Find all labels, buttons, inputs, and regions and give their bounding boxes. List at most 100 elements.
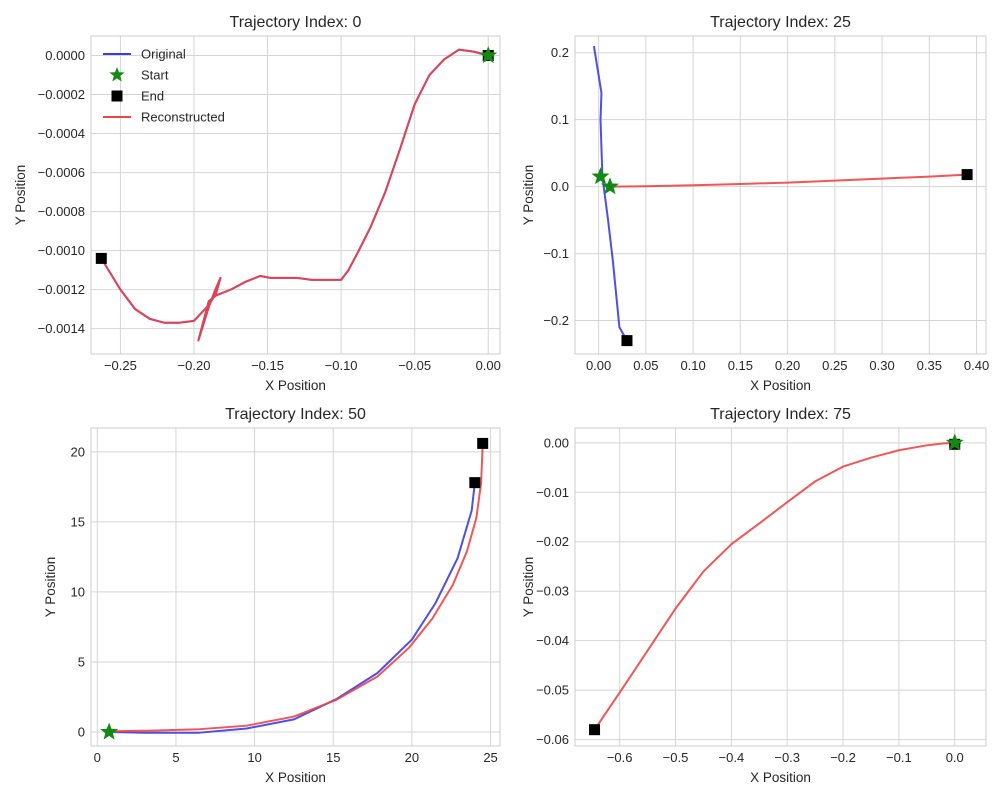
x-tick-label: 25 xyxy=(483,750,497,765)
markers xyxy=(591,167,973,347)
y-tick-label: 0.1 xyxy=(551,112,569,127)
start-marker xyxy=(479,46,498,64)
plot-area xyxy=(100,48,489,342)
x-tick-label: −0.1 xyxy=(886,750,912,765)
x-tick-label: −0.05 xyxy=(398,358,431,373)
x-axis-label: X Position xyxy=(265,378,326,393)
reconstructed-series-line xyxy=(593,441,961,731)
y-tick-label: −0.1 xyxy=(543,246,569,261)
plot-area xyxy=(593,439,961,731)
x-tick-label: −0.15 xyxy=(251,358,284,373)
legend-end-swatch xyxy=(111,90,123,102)
y-tick-label: 0.00 xyxy=(544,435,569,450)
x-tick-label: 15 xyxy=(326,750,340,765)
x-tick-label: 0.05 xyxy=(633,358,658,373)
legend-start-swatch xyxy=(109,67,125,82)
y-tick-label: −0.02 xyxy=(536,534,569,549)
x-tick-label: 0.35 xyxy=(917,358,942,373)
end-marker xyxy=(589,724,601,736)
y-tick-label: 20 xyxy=(71,444,85,459)
y-tick-label: −0.0002 xyxy=(38,87,85,102)
y-tick-label: 5 xyxy=(78,654,85,669)
x-tick-label: −0.4 xyxy=(719,750,745,765)
legend-end-label: End xyxy=(141,89,164,104)
x-tick-label: 0.30 xyxy=(869,358,894,373)
end-marker xyxy=(469,477,481,489)
plot-area xyxy=(592,45,968,342)
x-tick-label: −0.5 xyxy=(663,750,689,765)
axes-frame xyxy=(90,35,501,355)
y-tick-label: −0.0010 xyxy=(38,243,85,258)
y-axis-label: Y Position xyxy=(521,557,536,618)
x-tick-label: −0.6 xyxy=(607,750,633,765)
chart-title: Trajectory Index: 75 xyxy=(710,406,851,423)
axes-frame xyxy=(90,427,501,747)
y-axis-label: Y Position xyxy=(521,165,536,226)
markers xyxy=(100,437,489,740)
legend: Original Start End Reconstructed xyxy=(103,47,225,125)
start-marker xyxy=(100,722,119,740)
x-tick-label: −0.2 xyxy=(830,750,856,765)
x-tick-label: 0.40 xyxy=(964,358,989,373)
start-marker xyxy=(945,433,964,451)
y-tick-label: −0.05 xyxy=(536,683,569,698)
x-tick-label: 0.25 xyxy=(822,358,847,373)
x-tick-label: 20 xyxy=(405,750,419,765)
chart-title: Trajectory Index: 0 xyxy=(230,14,362,31)
end-marker xyxy=(95,252,107,264)
start-marker xyxy=(591,167,610,185)
chart-title: Trajectory Index: 25 xyxy=(710,14,851,31)
x-tick-label: −0.25 xyxy=(104,358,137,373)
x-tick-label: 0 xyxy=(94,750,101,765)
chart-title: Trajectory Index: 50 xyxy=(225,406,366,423)
reconstructed-series-line xyxy=(609,173,968,188)
y-tick-label: −0.0008 xyxy=(38,204,85,219)
x-tick-label: 5 xyxy=(172,750,179,765)
plot-area xyxy=(109,443,484,734)
y-tick-label: −0.0006 xyxy=(38,165,85,180)
y-tick-label: 0.0 xyxy=(551,179,569,194)
legend-start-label: Start xyxy=(141,68,169,83)
y-tick-label: 0.0000 xyxy=(45,48,85,63)
y-tick-label: −0.0004 xyxy=(38,126,85,141)
subplot-1: 0.00 0.05 0.10 0.15 0.20 0.25 0.30 0.35 0.40 0.2 0… xyxy=(521,14,989,393)
y-axis-label: Y Position xyxy=(13,165,28,226)
y-tick-label: −0.2 xyxy=(543,313,569,328)
y-tick-label: 0 xyxy=(78,724,85,739)
end-marker xyxy=(961,169,973,181)
x-tick-label: 0.00 xyxy=(586,358,611,373)
original-series-line xyxy=(109,482,476,734)
reconstructed-series-line xyxy=(100,48,489,342)
subplot-2: 0 5 10 15 20 25 0 5 10 15 20 Trajectory Index: 50 X … xyxy=(43,406,501,785)
y-tick-label: −0.04 xyxy=(536,633,569,648)
y-tick-label: −0.01 xyxy=(536,485,569,500)
legend-original-label: Original xyxy=(141,47,186,62)
y-tick-label: −0.0012 xyxy=(38,282,85,297)
y-tick-label: −0.06 xyxy=(536,732,569,747)
x-tick-label: 10 xyxy=(247,750,261,765)
end-marker xyxy=(621,335,633,347)
x-tick-label: 0.0 xyxy=(946,750,964,765)
y-tick-label: 10 xyxy=(71,584,85,599)
x-tick-label: 0.10 xyxy=(680,358,705,373)
axes-frame xyxy=(574,35,987,355)
x-tick-label: 0.20 xyxy=(775,358,800,373)
y-tick-label: −0.03 xyxy=(536,584,569,599)
end-marker xyxy=(477,437,489,449)
x-tick-label: 0.15 xyxy=(728,358,753,373)
x-tick-label: 0.00 xyxy=(476,358,501,373)
x-axis-label: X Position xyxy=(750,770,811,785)
start-marker xyxy=(601,177,619,195)
subplot-0: −0.25 −0.20 −0.15 −0.10 −0.05 0.00 0.0000 −0.00… xyxy=(13,14,501,393)
y-tick-label: 0.2 xyxy=(551,45,569,60)
x-axis-label: X Position xyxy=(265,770,326,785)
y-axis-label: Y Position xyxy=(43,557,58,618)
axes-frame xyxy=(574,427,987,747)
y-tick-label: 15 xyxy=(71,514,85,529)
x-tick-label: −0.3 xyxy=(774,750,800,765)
markers xyxy=(95,46,498,264)
x-tick-label: −0.10 xyxy=(325,358,358,373)
legend-reconstructed-label: Reconstructed xyxy=(141,110,225,125)
original-series-line xyxy=(592,45,628,342)
